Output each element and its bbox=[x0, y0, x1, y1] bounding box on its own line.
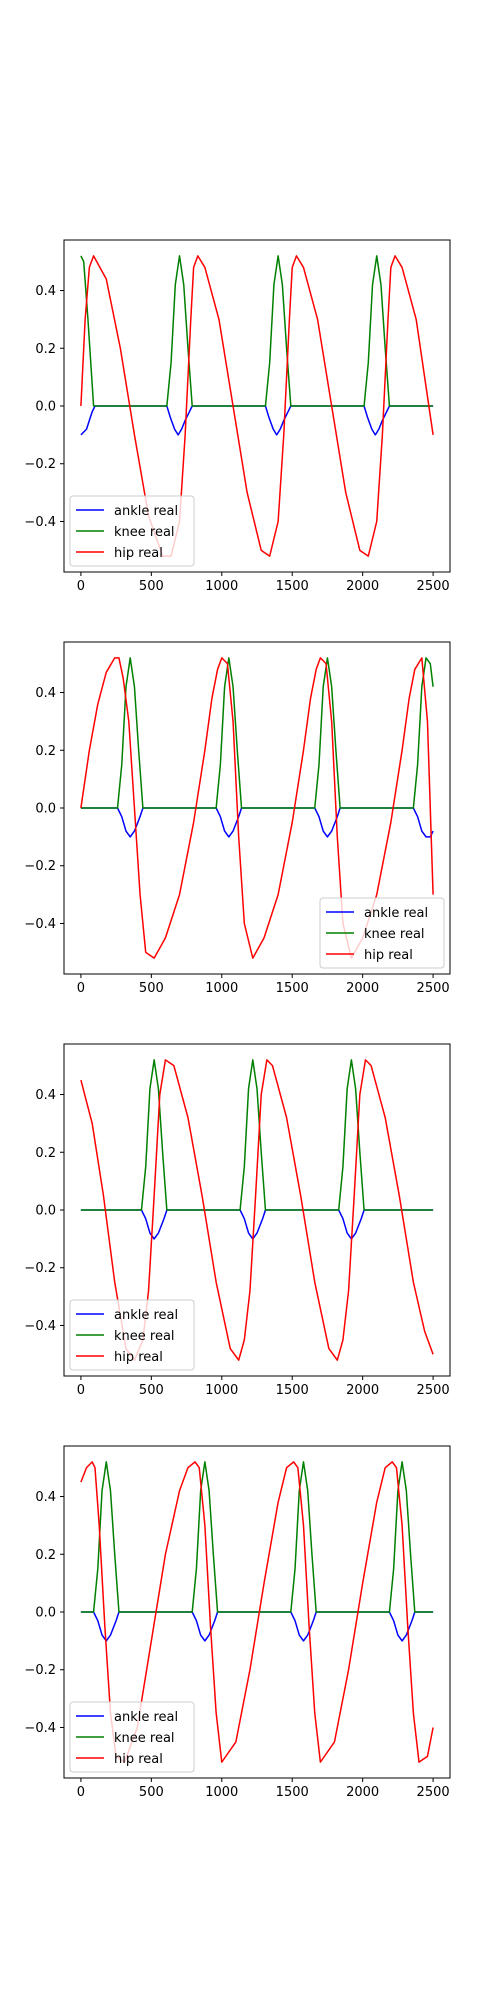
x-tick-label: 1500 bbox=[276, 1383, 309, 1398]
x-tick-label: 1500 bbox=[276, 1785, 309, 1800]
x-tick-label: 2500 bbox=[417, 1785, 450, 1800]
chart-panel-4: 0 500 1000 1500 2000 2500 −0.4 −0.2 0.0 0.2 0.4 ank… bbox=[24, 1445, 451, 1800]
x-tick-label: 1000 bbox=[205, 1785, 238, 1800]
series-line-hip-real bbox=[80, 255, 434, 557]
x-tick-label: 1000 bbox=[205, 1383, 238, 1398]
legend-box bbox=[319, 897, 445, 969]
y-tick-label: −0.4 bbox=[24, 1319, 56, 1334]
y-tick-label: −0.2 bbox=[24, 1663, 56, 1678]
y-tick-label: −0.4 bbox=[24, 917, 56, 932]
x-tick-label: 1000 bbox=[205, 579, 238, 594]
y-tick-label: 0.4 bbox=[35, 686, 56, 701]
legend-label-ankle-real: ankle real bbox=[364, 906, 428, 921]
x-tick-label: 2500 bbox=[417, 1383, 450, 1398]
chart-panel-3: 0 500 1000 1500 2000 2500 −0.4 −0.2 0.0 0.2 0.4 ank… bbox=[24, 1043, 451, 1398]
y-tick-label: −0.4 bbox=[24, 515, 56, 530]
series-line-knee-real bbox=[80, 1059, 434, 1211]
x-tick-label: 500 bbox=[139, 981, 164, 996]
legend: ankle real knee real hip real bbox=[319, 897, 445, 969]
x-tick-label: 0 bbox=[77, 1785, 85, 1800]
y-tick-label: 0.4 bbox=[35, 1088, 56, 1103]
series-line-ankle-real bbox=[80, 807, 434, 838]
plot-area bbox=[80, 255, 434, 557]
series-line-ankle-real bbox=[80, 405, 434, 436]
y-tick-label: 0.0 bbox=[35, 1204, 56, 1219]
y-tick-label: 0.2 bbox=[35, 342, 56, 357]
series-line-knee-real bbox=[80, 657, 434, 809]
legend-box bbox=[69, 1299, 195, 1371]
legend-label-knee-real: knee real bbox=[114, 1731, 175, 1746]
y-tick-label: 0.4 bbox=[35, 1490, 56, 1505]
legend-box bbox=[69, 1701, 195, 1773]
x-tick-label: 500 bbox=[139, 579, 164, 594]
y-tick-label: 0.0 bbox=[35, 802, 56, 817]
legend-label-ankle-real: ankle real bbox=[114, 1710, 178, 1725]
y-tick-label: −0.2 bbox=[24, 1261, 56, 1276]
legend-label-knee-real: knee real bbox=[114, 525, 175, 540]
x-tick-label: 0 bbox=[77, 579, 85, 594]
series-line-knee-real bbox=[80, 255, 434, 407]
legend: ankle real knee real hip real bbox=[69, 1701, 195, 1773]
y-tick-label: 0.2 bbox=[35, 1548, 56, 1563]
series-line-ankle-real bbox=[80, 1209, 434, 1240]
legend-label-hip-real: hip real bbox=[114, 546, 163, 561]
x-tick-label: 500 bbox=[139, 1785, 164, 1800]
legend-label-hip-real: hip real bbox=[364, 948, 413, 963]
legend-label-hip-real: hip real bbox=[114, 1350, 163, 1365]
x-tick-label: 0 bbox=[77, 1383, 85, 1398]
y-tick-label: −0.4 bbox=[24, 1721, 56, 1736]
legend-label-ankle-real: ankle real bbox=[114, 504, 178, 519]
x-tick-label: 2000 bbox=[346, 579, 379, 594]
y-tick-label: 0.4 bbox=[35, 284, 56, 299]
x-tick-label: 2500 bbox=[417, 579, 450, 594]
x-tick-label: 1000 bbox=[205, 981, 238, 996]
x-tick-label: 2000 bbox=[346, 1383, 379, 1398]
y-tick-label: −0.2 bbox=[24, 859, 56, 874]
legend: ankle real knee real hip real bbox=[69, 495, 195, 567]
legend-label-ankle-real: ankle real bbox=[114, 1308, 178, 1323]
legend-label-hip-real: hip real bbox=[114, 1752, 163, 1767]
x-tick-label: 500 bbox=[139, 1383, 164, 1398]
x-tick-label: 0 bbox=[77, 981, 85, 996]
x-tick-label: 2000 bbox=[346, 981, 379, 996]
y-tick-label: 0.2 bbox=[35, 1146, 56, 1161]
legend-label-knee-real: knee real bbox=[114, 1329, 175, 1344]
x-tick-label: 1500 bbox=[276, 579, 309, 594]
y-tick-label: 0.2 bbox=[35, 744, 56, 759]
legend-label-knee-real: knee real bbox=[364, 927, 425, 942]
x-tick-label: 1500 bbox=[276, 981, 309, 996]
legend-box bbox=[69, 495, 195, 567]
y-tick-label: −0.2 bbox=[24, 457, 56, 472]
y-tick-label: 0.0 bbox=[35, 400, 56, 415]
series-line-knee-real bbox=[80, 1461, 434, 1613]
x-tick-label: 2500 bbox=[417, 981, 450, 996]
x-tick-label: 2000 bbox=[346, 1785, 379, 1800]
y-tick-label: 0.0 bbox=[35, 1606, 56, 1621]
chart-panel-1: 0 500 1000 1500 2000 2500 −0.4 −0.2 0.0 0.2 0.4 ank… bbox=[24, 239, 451, 594]
legend: ankle real knee real hip real bbox=[69, 1299, 195, 1371]
chart-panel-2: 0 500 1000 1500 2000 2500 −0.4 −0.2 0.0 0.2 0.4 ank… bbox=[24, 641, 451, 996]
